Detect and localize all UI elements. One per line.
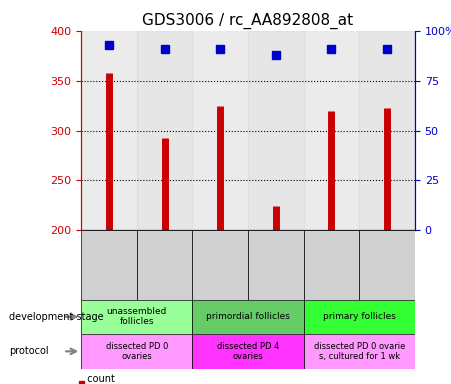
Text: development stage: development stage: [9, 312, 104, 322]
Text: dissected PD 4
ovaries: dissected PD 4 ovaries: [217, 342, 279, 361]
Text: dissected PD 0
ovaries: dissected PD 0 ovaries: [106, 342, 168, 361]
Text: dissected PD 0 ovarie
s, cultured for 1 wk: dissected PD 0 ovarie s, cultured for 1 …: [313, 342, 405, 361]
Bar: [193, 31, 248, 230]
Text: protocol: protocol: [9, 346, 49, 356]
FancyBboxPatch shape: [81, 300, 193, 334]
Bar: [81, 31, 137, 230]
FancyBboxPatch shape: [304, 334, 415, 369]
Title: GDS3006 / rc_AA892808_at: GDS3006 / rc_AA892808_at: [143, 13, 354, 29]
FancyBboxPatch shape: [193, 334, 304, 369]
FancyBboxPatch shape: [359, 230, 415, 300]
Bar: [137, 31, 193, 230]
FancyBboxPatch shape: [193, 300, 304, 334]
FancyBboxPatch shape: [137, 230, 193, 300]
FancyBboxPatch shape: [304, 300, 415, 334]
FancyBboxPatch shape: [193, 230, 248, 300]
Text: primordial follicles: primordial follicles: [206, 312, 290, 321]
Bar: [304, 31, 359, 230]
FancyBboxPatch shape: [81, 230, 137, 300]
FancyBboxPatch shape: [304, 230, 359, 300]
Bar: [248, 31, 304, 230]
Text: primary follicles: primary follicles: [323, 312, 396, 321]
Text: count: count: [81, 374, 115, 384]
Text: unassembled
follicles: unassembled follicles: [106, 307, 167, 326]
FancyBboxPatch shape: [248, 230, 304, 300]
FancyBboxPatch shape: [81, 334, 193, 369]
Bar: [359, 31, 415, 230]
